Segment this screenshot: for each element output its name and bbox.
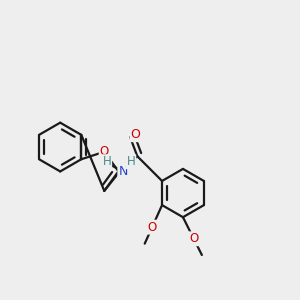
Text: O: O	[130, 128, 140, 141]
Text: O: O	[148, 220, 157, 234]
Text: N: N	[118, 165, 128, 178]
Text: H: H	[103, 155, 111, 168]
Text: O: O	[100, 145, 109, 158]
Text: H: H	[127, 155, 135, 168]
Text: O: O	[189, 232, 198, 245]
